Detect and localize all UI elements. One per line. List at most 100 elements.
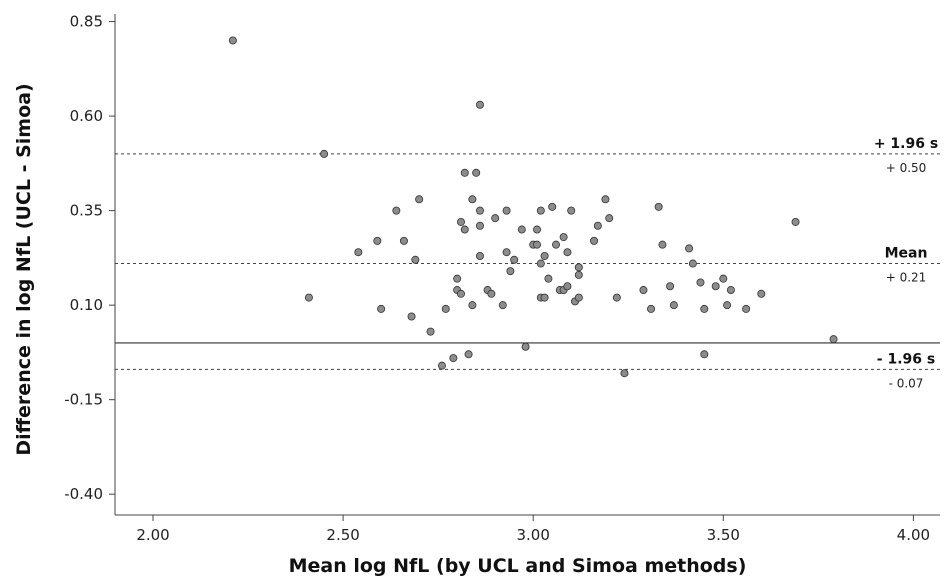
data-point xyxy=(791,217,800,226)
y-axis-title: Difference in log NfL (UCL - Simoa) xyxy=(13,83,35,455)
data-point xyxy=(696,278,705,287)
data-point xyxy=(540,251,549,260)
data-point xyxy=(502,248,511,257)
data-point xyxy=(829,335,838,344)
data-point xyxy=(620,369,629,378)
reference-line-labels: + 1.96 s + 0.50 Mean + 0.21 - 1.96 s - 0.07 xyxy=(874,136,938,391)
data-point xyxy=(544,274,553,283)
x-axis-title: Mean log NfL (by UCL and Simoa methods) xyxy=(289,555,747,577)
data-point xyxy=(685,244,694,253)
data-point xyxy=(502,206,511,215)
data-point xyxy=(563,282,572,291)
data-point xyxy=(304,293,313,302)
data-point xyxy=(574,263,583,272)
data-point xyxy=(449,354,458,363)
reference-line-value: - 0.07 xyxy=(889,376,924,390)
data-points xyxy=(228,36,838,378)
data-point xyxy=(506,267,515,276)
y-tick-label: 0.60 xyxy=(70,107,103,125)
x-tick-label: 3.00 xyxy=(516,526,549,544)
data-point xyxy=(536,259,545,268)
data-point xyxy=(407,312,416,321)
y-tick-label: -0.40 xyxy=(64,485,103,503)
data-point xyxy=(536,206,545,215)
y-ticks: 0.85 0.60 0.35 0.10 -0.15 -0.40 xyxy=(64,13,115,503)
data-point xyxy=(723,301,732,310)
reference-line-label: - 1.96 s xyxy=(877,351,935,367)
data-point xyxy=(552,240,561,249)
data-point xyxy=(666,282,675,291)
reference-line-label: Mean xyxy=(885,246,928,262)
data-point xyxy=(590,236,599,245)
data-point xyxy=(472,168,481,177)
x-tick-label: 3.50 xyxy=(707,526,740,544)
data-point xyxy=(468,195,477,204)
data-point xyxy=(453,274,462,283)
data-point xyxy=(517,225,526,234)
data-point xyxy=(373,236,382,245)
x-ticks: 2.00 2.50 3.00 3.50 4.00 xyxy=(136,515,930,544)
data-point xyxy=(567,206,576,215)
data-point xyxy=(437,361,446,370)
data-point xyxy=(475,251,484,260)
data-point xyxy=(399,236,408,245)
data-point xyxy=(757,289,766,298)
data-point xyxy=(498,301,507,310)
x-tick-label: 2.00 xyxy=(136,526,169,544)
data-point xyxy=(415,195,424,204)
data-point xyxy=(742,304,751,313)
data-point xyxy=(475,206,484,215)
y-tick-label: -0.15 xyxy=(64,391,103,409)
data-point xyxy=(533,240,542,249)
data-point xyxy=(441,304,450,313)
data-point xyxy=(475,221,484,230)
data-point xyxy=(460,225,469,234)
data-point xyxy=(700,350,709,359)
x-tick-label: 4.00 xyxy=(897,526,930,544)
data-point xyxy=(510,255,519,264)
data-point xyxy=(559,233,568,242)
data-point xyxy=(548,202,557,211)
data-point xyxy=(726,286,735,295)
data-point xyxy=(540,293,549,302)
data-point xyxy=(700,304,709,313)
data-point xyxy=(647,304,656,313)
data-point xyxy=(460,168,469,177)
y-tick-label: 0.10 xyxy=(70,296,103,314)
data-point xyxy=(377,304,386,313)
data-point xyxy=(688,259,697,268)
data-point xyxy=(521,342,530,351)
data-point xyxy=(464,350,473,359)
data-point xyxy=(411,255,420,264)
data-point xyxy=(426,327,435,336)
data-point xyxy=(593,221,602,230)
data-point xyxy=(601,195,610,204)
reference-line-label: + 1.96 s xyxy=(874,136,938,152)
data-point xyxy=(491,214,500,223)
data-point xyxy=(574,293,583,302)
x-tick-label: 2.50 xyxy=(326,526,359,544)
reference-line-value: + 0.21 xyxy=(886,271,927,285)
data-point xyxy=(658,240,667,249)
y-tick-label: 0.35 xyxy=(70,202,103,220)
data-point xyxy=(487,289,496,298)
data-point xyxy=(612,293,621,302)
data-point xyxy=(320,149,329,158)
data-point xyxy=(456,217,465,226)
data-point xyxy=(475,100,484,109)
data-point xyxy=(639,286,648,295)
data-point xyxy=(456,289,465,298)
reference-line-value: + 0.50 xyxy=(886,161,927,175)
data-point xyxy=(654,202,663,211)
y-tick-label: 0.85 xyxy=(70,13,103,31)
data-point xyxy=(719,274,728,283)
data-point xyxy=(711,282,720,291)
data-point xyxy=(354,248,363,257)
data-point xyxy=(468,301,477,310)
reference-lines xyxy=(115,153,940,370)
data-point xyxy=(669,301,678,310)
data-point xyxy=(228,36,237,45)
data-point xyxy=(392,206,401,215)
data-point xyxy=(574,270,583,279)
